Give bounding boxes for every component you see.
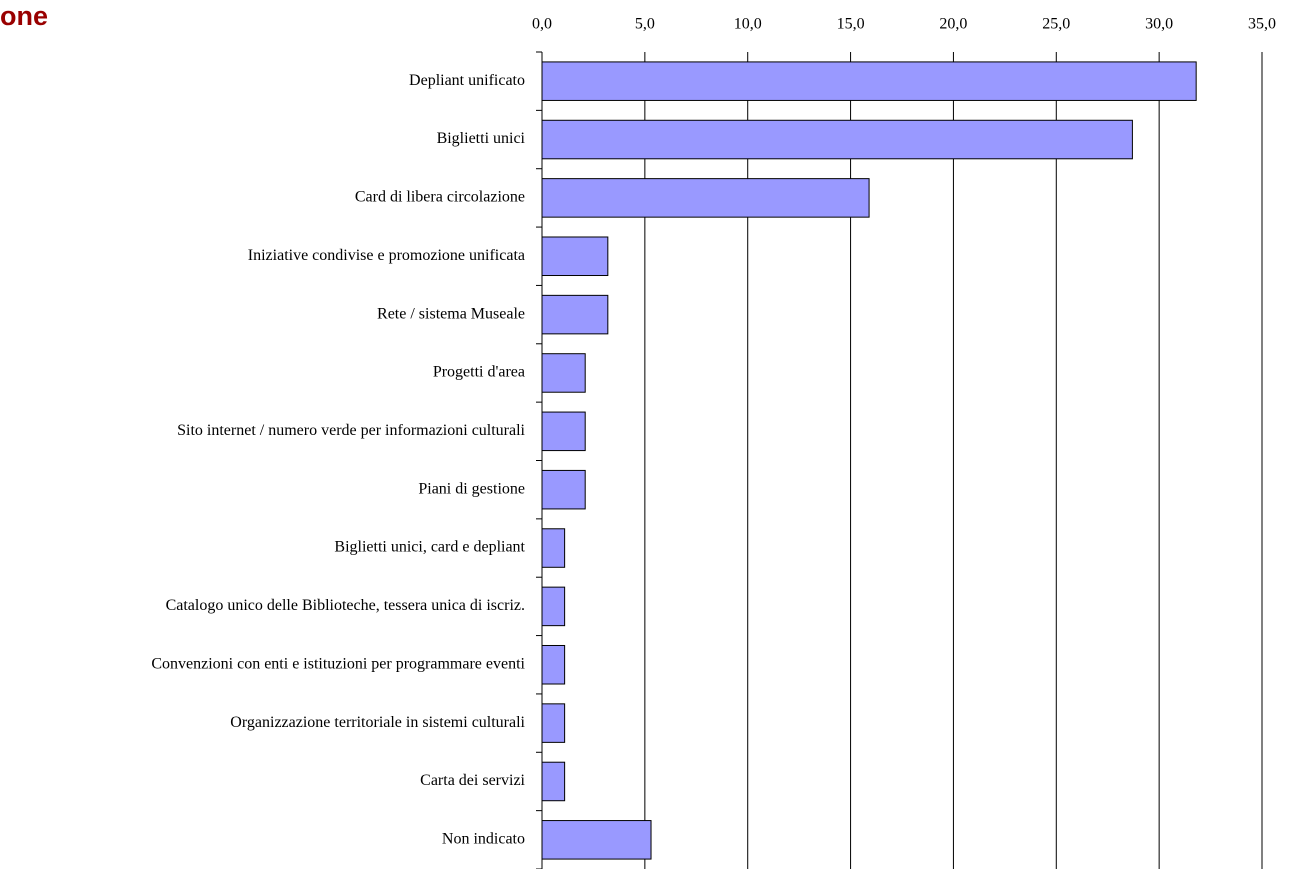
y-tick-label: Rete / sistema Museale bbox=[377, 305, 525, 322]
y-tick-label: Sito internet / numero verde per informa… bbox=[177, 422, 525, 439]
y-tick-label: Progetti d'area bbox=[433, 364, 525, 381]
y-tick-label: Card di libera circolazione bbox=[355, 189, 525, 206]
x-tick-label: 10,0 bbox=[734, 16, 762, 33]
y-tick-label: Biglietti unici bbox=[437, 130, 526, 147]
bar bbox=[541, 703, 566, 743]
bar bbox=[541, 644, 566, 685]
bar bbox=[541, 294, 609, 335]
bar bbox=[541, 820, 652, 860]
bar bbox=[541, 761, 566, 802]
y-tick-label: Organizzazione territoriale in sistemi c… bbox=[230, 714, 525, 731]
y-tick-label: Non indicato bbox=[442, 830, 525, 847]
y-tick-label: Carta dei servizi bbox=[420, 772, 525, 789]
bar bbox=[541, 236, 609, 277]
bar bbox=[541, 411, 586, 452]
x-tick-label: 25,0 bbox=[1042, 16, 1070, 33]
x-tick-label: 15,0 bbox=[837, 16, 865, 33]
bar bbox=[541, 353, 586, 393]
x-tick-label: 35,0 bbox=[1248, 16, 1276, 33]
chart-title: one bbox=[0, 1, 48, 31]
y-tick-label: Piani di gestione bbox=[418, 480, 525, 497]
bar bbox=[541, 61, 1197, 101]
bar bbox=[541, 469, 586, 510]
y-tick-label: Iniziative condivise e promozione unific… bbox=[248, 247, 525, 264]
x-tick-label: 20,0 bbox=[939, 16, 967, 33]
x-tick-label: 0,0 bbox=[532, 16, 552, 33]
bar bbox=[541, 528, 566, 568]
x-tick-label: 5,0 bbox=[635, 16, 655, 33]
y-tick-label: Biglietti unici, card e depliant bbox=[334, 539, 525, 556]
y-tick-label: Depliant unificato bbox=[409, 72, 525, 89]
bar bbox=[541, 178, 870, 218]
bar bbox=[541, 586, 566, 627]
x-tick-label: 30,0 bbox=[1145, 16, 1173, 33]
y-tick-label: Catalogo unico delle Biblioteche, tesser… bbox=[166, 597, 525, 614]
bar bbox=[541, 119, 1133, 160]
y-tick-label: Convenzioni con enti e istituzioni per p… bbox=[151, 655, 525, 672]
